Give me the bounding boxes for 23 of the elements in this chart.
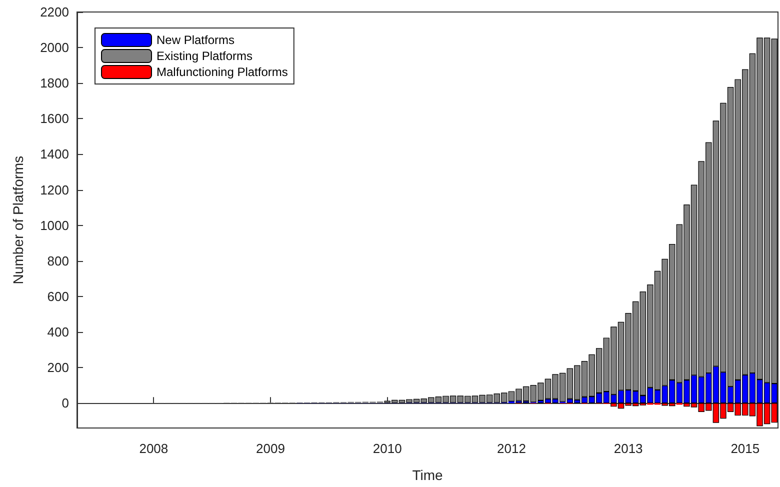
- x-tick-label: 2015: [730, 441, 760, 456]
- x-tick-label: 2012: [497, 441, 526, 456]
- legend-label: Existing Platforms: [156, 49, 253, 63]
- y-tick-label: 1200: [40, 182, 69, 198]
- y-tick-label: 2000: [40, 40, 69, 56]
- legend-label: Malfunctioning Platforms: [156, 65, 288, 79]
- y-tick-label: 600: [47, 288, 69, 304]
- y-tick-label: 1000: [40, 218, 69, 233]
- y-tick-label: 2200: [40, 4, 69, 20]
- x-tick-label: 2010: [372, 441, 402, 456]
- x-tick-label: 2009: [256, 441, 285, 456]
- y-tick-label: 1400: [40, 146, 69, 162]
- y-tick-label: 1800: [40, 76, 69, 91]
- y-axis-title: Number of Platforms: [10, 156, 26, 284]
- y-tick-label: 400: [47, 324, 69, 340]
- y-tick-label: 0: [62, 396, 69, 411]
- x-tick-label: 2013: [614, 441, 643, 456]
- x-axis-title: Time: [412, 467, 444, 483]
- x-tick-label: 2008: [139, 441, 168, 456]
- y-tick-label: 200: [47, 360, 69, 376]
- legend-label: New Platforms: [156, 33, 235, 47]
- y-tick-label: 1600: [40, 111, 69, 126]
- y-tick-label: 800: [47, 253, 69, 268]
